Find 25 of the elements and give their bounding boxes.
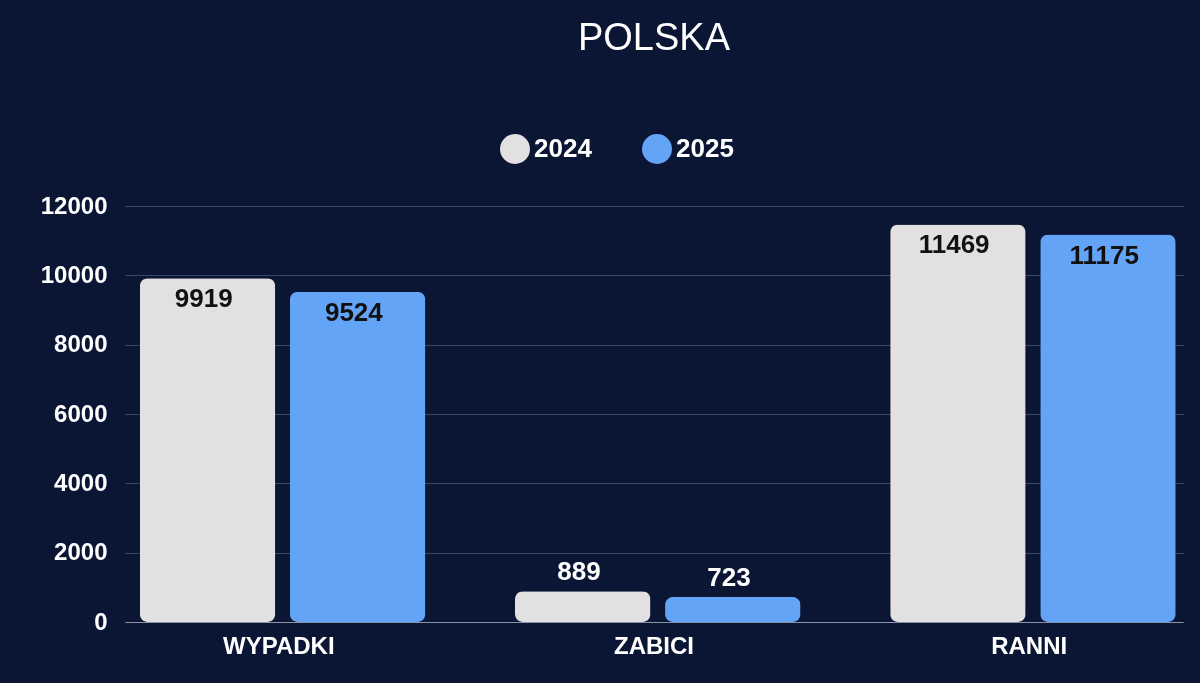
bar <box>890 224 1026 622</box>
data-label: 9919 <box>174 283 233 314</box>
legend-label: 2024 <box>534 133 593 163</box>
chart-title: POLSKA <box>577 16 731 58</box>
bar <box>665 596 801 622</box>
data-label: 9524 <box>324 296 384 327</box>
y-tick-label: 8000 <box>54 330 108 358</box>
x-tick-label: ZABICI <box>614 631 694 659</box>
data-label: 889 <box>557 556 601 587</box>
data-label: 723 <box>707 561 751 592</box>
bar <box>1040 234 1176 622</box>
x-tick-label: WYPADKI <box>223 631 335 659</box>
y-tick-label: 6000 <box>54 399 108 427</box>
y-tick-label: 12000 <box>40 191 108 219</box>
y-tick-label: 0 <box>94 607 108 635</box>
bar <box>515 591 651 622</box>
y-tick-label: 4000 <box>54 468 108 496</box>
bar <box>289 291 426 622</box>
x-tick-label: RANNI <box>991 631 1068 659</box>
data-label: 11175 <box>1069 239 1139 270</box>
y-tick-label: 10000 <box>40 260 108 288</box>
data-label: 11469 <box>918 229 990 260</box>
y-tick-label: 2000 <box>54 538 108 566</box>
legend-label: 2025 <box>676 133 734 163</box>
bar <box>139 278 276 622</box>
